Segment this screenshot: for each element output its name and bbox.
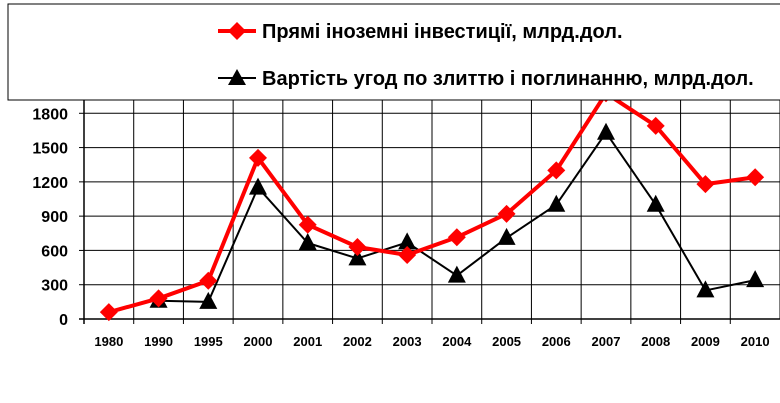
data-point: [249, 177, 267, 195]
grid: [79, 78, 780, 324]
series-1: [149, 122, 765, 309]
legend-entry-ffi: Прямі іноземні інвестиції, млрд.дол.: [218, 21, 623, 43]
y-tick-label: 1500: [32, 141, 68, 158]
x-tick-label: 2002: [343, 334, 372, 349]
data-point: [298, 215, 317, 234]
legend-marker-ma: [228, 69, 246, 85]
x-tick-label: 2001: [293, 334, 322, 349]
x-tick-label: 2006: [542, 334, 571, 349]
data-point: [646, 194, 665, 212]
x-tick-label: 2010: [741, 334, 770, 349]
x-tick-label: 1980: [94, 334, 123, 349]
series-line: [108, 91, 756, 315]
x-tick-label: 2009: [691, 334, 720, 349]
data-point: [447, 265, 466, 283]
y-axis: 03006009001200150018002100: [32, 72, 84, 329]
x-tick-label: 1990: [144, 334, 173, 349]
legend-entry-ma: Вартість угод по злиттю і поглинанню, мл…: [218, 68, 754, 90]
data-point: [696, 280, 715, 298]
legend-marker-ffi: [228, 22, 246, 40]
y-tick-label: 900: [41, 209, 68, 226]
legend-label-ffi: Прямі іноземні інвестиції, млрд.дол.: [262, 21, 623, 43]
x-axis: 1980 1990 1995 2000 2001 2002 2003 2004 2005 2006…: [83, 319, 770, 349]
x-tick-label: 2004: [442, 334, 472, 349]
data-point: [199, 271, 218, 290]
data-point: [497, 204, 516, 223]
data-point: [746, 270, 765, 288]
legend-label-ma: Вартість угод по злиттю і поглинанню, мл…: [262, 68, 754, 90]
x-tick-label: 2003: [393, 334, 422, 349]
y-tick-label: 1800: [32, 106, 68, 123]
data-point: [249, 148, 267, 167]
data-point: [348, 248, 367, 266]
y-tick-label: 300: [41, 278, 68, 295]
y-tick-label: 600: [41, 243, 68, 260]
x-tick-label: 2005: [492, 334, 521, 349]
data-point: [149, 289, 168, 308]
data-point: [746, 168, 765, 187]
series-layer: [99, 84, 765, 322]
data-point: [547, 161, 566, 180]
y-tick-label: 1200: [32, 175, 68, 192]
data-point: [199, 291, 218, 309]
series-0: [99, 84, 765, 322]
y-tick-label: 0: [59, 312, 68, 329]
data-point: [298, 233, 317, 250]
data-point: [348, 238, 367, 256]
legend: Прямі іноземні інвестиції, млрд.дол. Вар…: [7, 3, 780, 101]
data-point: [398, 246, 417, 264]
data-point: [99, 303, 118, 322]
x-tick-label: 2007: [592, 334, 621, 349]
x-tick-label: 2000: [244, 334, 273, 349]
x-tick-label: 1995: [194, 334, 223, 349]
data-point: [398, 232, 417, 250]
data-point: [497, 227, 516, 245]
x-tick-label: 2008: [641, 334, 670, 349]
data-point: [447, 228, 466, 247]
legend-box: [7, 3, 780, 101]
data-point: [696, 175, 715, 194]
data-point: [547, 194, 566, 212]
data-point: [646, 116, 665, 135]
data-point: [597, 122, 615, 140]
